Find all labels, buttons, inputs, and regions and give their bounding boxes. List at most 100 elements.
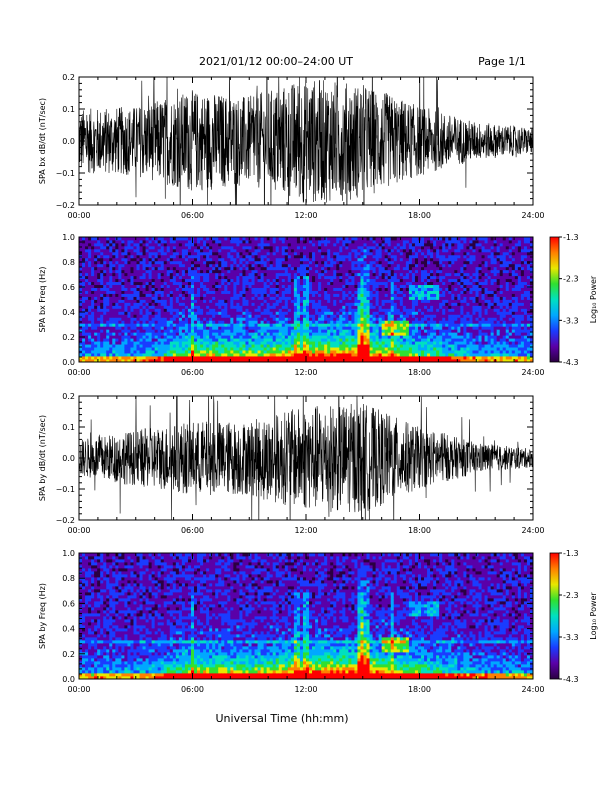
spectrogram-cell — [233, 248, 237, 253]
spectrogram-cell — [224, 245, 228, 250]
spectrogram-cell — [221, 356, 225, 360]
spectrogram-cell — [169, 284, 174, 288]
spectrogram-cell — [154, 242, 159, 247]
spectrogram-cell — [287, 314, 292, 318]
spectrogram-cell — [390, 287, 395, 291]
spectrogram-cell — [187, 302, 192, 306]
spectrogram-cell — [248, 347, 252, 351]
spectrogram-cell — [218, 338, 222, 342]
spectrogram-cell — [79, 278, 83, 283]
spectrogram-cell — [266, 239, 271, 244]
spectrogram-cell — [348, 248, 352, 253]
spectrogram-cell — [302, 248, 307, 253]
spectrogram-cell — [148, 237, 153, 241]
spectrogram-cell — [417, 341, 422, 345]
spectrogram-cell — [163, 308, 168, 312]
spectrogram-cell — [302, 317, 307, 321]
spectrogram-cell — [103, 329, 107, 333]
spectrogram-cell — [272, 338, 277, 342]
spectrogram-cell — [118, 299, 122, 303]
spectrogram-cell — [157, 272, 162, 277]
spectrogram-cell — [402, 266, 407, 271]
spectrogram-cell — [284, 272, 289, 277]
spectrogram-cell — [215, 308, 219, 312]
spectrogram-cell — [106, 329, 110, 333]
spectrogram-cell — [160, 266, 165, 271]
spectrogram-cell — [139, 308, 143, 312]
spectrogram-cell — [133, 350, 137, 354]
spectrogram-cell — [284, 308, 289, 312]
spectrogram-cell — [275, 287, 280, 291]
spectrogram-cell — [281, 278, 286, 283]
spectrogram-cell — [260, 305, 265, 309]
spectrogram-cell — [257, 335, 261, 339]
spectrogram-cell — [411, 329, 416, 333]
spectrogram-cell — [148, 353, 153, 357]
spectrogram-cell — [224, 326, 228, 330]
spectrogram-cell — [91, 272, 95, 277]
spectrogram-cell — [263, 344, 268, 348]
spectrogram-cell — [417, 326, 422, 330]
spectrogram-cell — [330, 296, 334, 300]
spectrogram-cell — [169, 335, 174, 339]
spectrogram-cell — [336, 320, 340, 324]
spectrogram-cell — [342, 353, 346, 357]
spectrogram-cell — [324, 260, 328, 265]
spectrogram-cell — [381, 257, 386, 262]
spectrogram-cell — [118, 341, 122, 345]
spectrogram-cell — [236, 308, 240, 312]
spectrogram-cell — [408, 335, 413, 339]
spectrogram-cell — [333, 290, 337, 294]
spectrogram-cell — [284, 314, 289, 318]
spectrogram-cell — [354, 257, 358, 262]
spectrogram-cell — [218, 311, 222, 315]
spectrogram-cell — [272, 311, 277, 315]
spectrogram-cell — [203, 287, 207, 291]
spectrogram-cell — [372, 237, 377, 241]
spectrogram-cell — [151, 237, 156, 241]
spectrogram-cell — [375, 248, 380, 253]
spectrogram-cell — [284, 329, 289, 333]
spectrogram-cell — [245, 326, 249, 330]
spectrogram-cell — [351, 320, 355, 324]
spectrogram-cell — [336, 293, 340, 297]
spectrogram-cell — [333, 344, 337, 348]
spectrogram-cell — [302, 308, 307, 312]
spectrogram-cell — [227, 314, 231, 318]
spectrogram-cell — [345, 269, 349, 274]
spectrogram-cell — [402, 299, 407, 303]
spectrogram-cell — [151, 275, 156, 280]
spectrogram-cell — [293, 245, 298, 250]
spectrogram-cell — [136, 335, 140, 339]
spectrogram-cell — [378, 248, 383, 253]
spectrogram-cell — [175, 299, 180, 303]
spectrogram-cell — [375, 269, 380, 274]
page-title: 2021/01/12 00:00–24:00 UT — [199, 55, 353, 68]
spectrogram-cell — [85, 263, 89, 268]
spectrogram-cell — [136, 314, 140, 318]
spectrogram-cell — [363, 317, 367, 321]
spectrogram-cell — [384, 251, 389, 256]
spectrogram-cell — [148, 254, 153, 259]
spectrogram-cell — [421, 251, 425, 256]
spectrogram-cell — [302, 254, 307, 259]
spectrogram-cell — [91, 278, 95, 283]
spectrogram-cell — [103, 266, 107, 271]
spectrogram-cell — [121, 359, 125, 363]
spectrogram-cell — [97, 254, 101, 259]
spectrogram-cell — [363, 344, 367, 348]
spectrogram-cell — [190, 311, 195, 315]
spectrogram-cell — [390, 239, 395, 244]
spectrogram-cell — [417, 314, 422, 318]
spectrogram-cell — [206, 311, 210, 315]
spectrogram-cell — [242, 302, 246, 306]
spectrogram-cell — [130, 269, 134, 274]
spectrogram-cell — [375, 356, 380, 360]
spectrogram-cell — [200, 338, 204, 342]
spectrogram-cell — [348, 260, 352, 265]
spectrogram-cell — [372, 323, 377, 327]
spectrogram-cell — [94, 308, 98, 312]
spectrogram-cell — [306, 242, 310, 247]
spectrogram-cell — [269, 314, 274, 318]
